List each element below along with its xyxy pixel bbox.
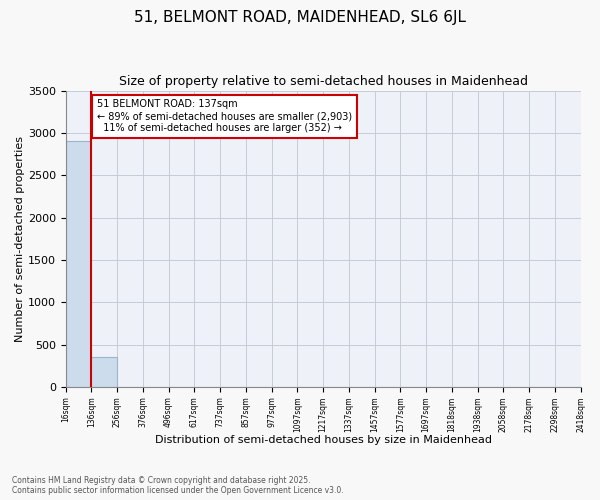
X-axis label: Distribution of semi-detached houses by size in Maidenhead: Distribution of semi-detached houses by … bbox=[155, 435, 491, 445]
Bar bbox=[65, 141, 91, 387]
Text: 51, BELMONT ROAD, MAIDENHEAD, SL6 6JL: 51, BELMONT ROAD, MAIDENHEAD, SL6 6JL bbox=[134, 10, 466, 25]
Title: Size of property relative to semi-detached houses in Maidenhead: Size of property relative to semi-detach… bbox=[119, 75, 527, 88]
Text: Contains HM Land Registry data © Crown copyright and database right 2025.
Contai: Contains HM Land Registry data © Crown c… bbox=[12, 476, 344, 495]
Y-axis label: Number of semi-detached properties: Number of semi-detached properties bbox=[15, 136, 25, 342]
Bar bbox=[91, 357, 117, 387]
Text: 51 BELMONT ROAD: 137sqm
← 89% of semi-detached houses are smaller (2,903)
  11% : 51 BELMONT ROAD: 137sqm ← 89% of semi-de… bbox=[97, 100, 352, 132]
